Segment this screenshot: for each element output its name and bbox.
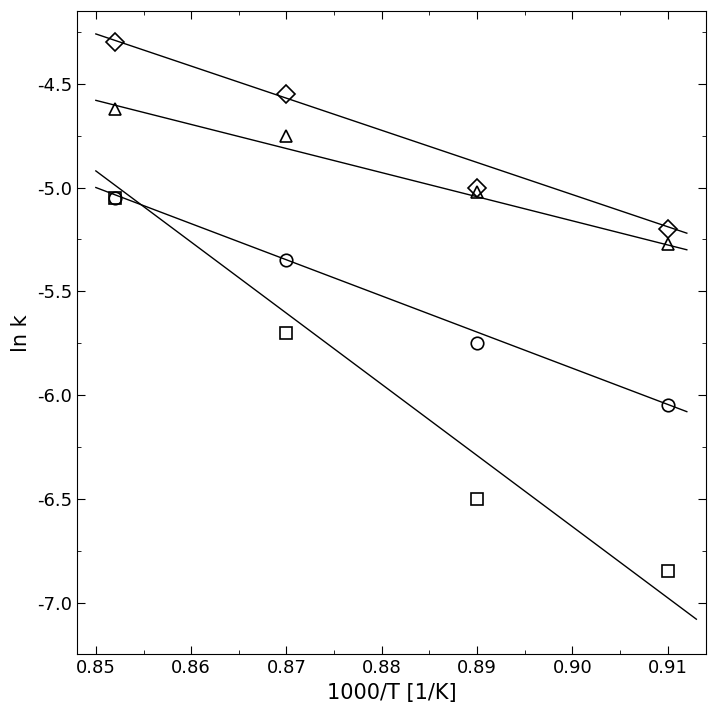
X-axis label: 1000/T [1/K]: 1000/T [1/K]: [326, 683, 456, 703]
Y-axis label: ln k: ln k: [11, 314, 31, 351]
